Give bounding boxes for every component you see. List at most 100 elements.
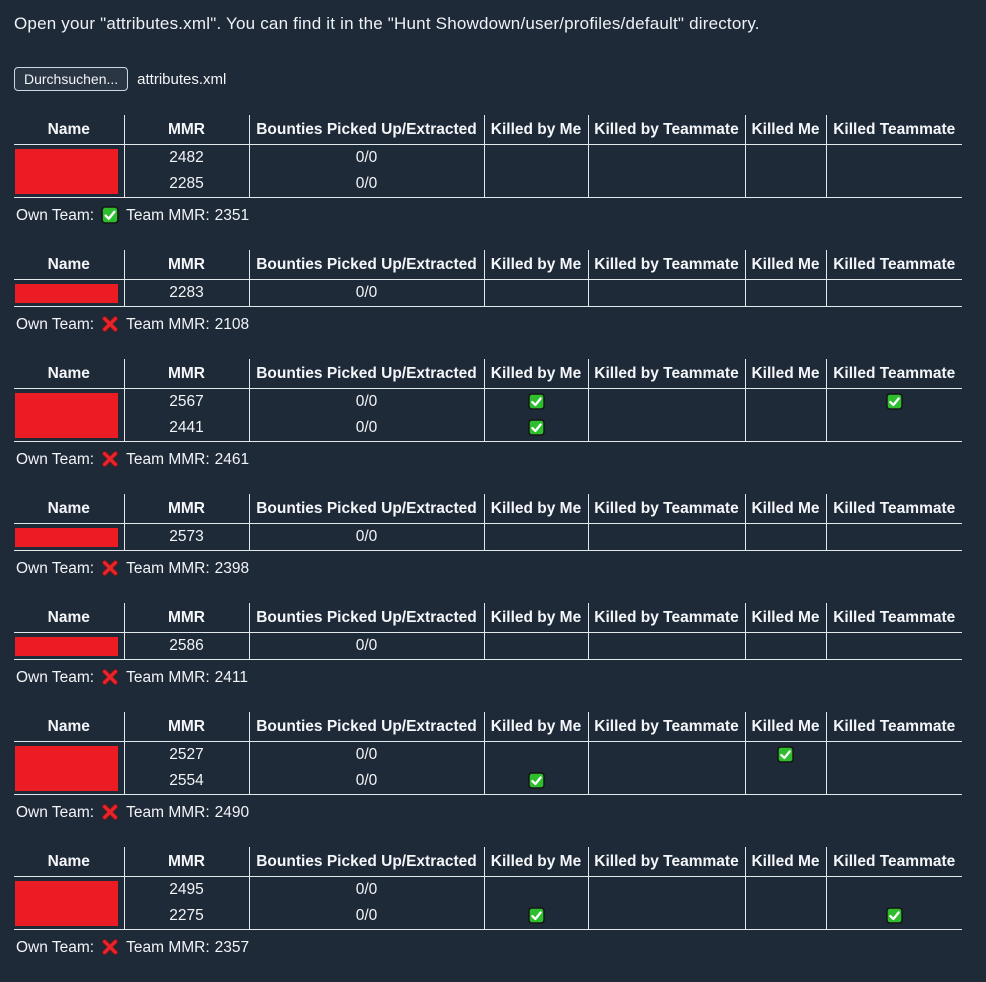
team-mmr-group: Team MMR: 2490 — [126, 804, 249, 822]
killed-by-me-cell — [483, 903, 588, 930]
name-cell — [14, 389, 124, 442]
checkmark-icon — [885, 907, 903, 925]
mmr-cell: 2283 — [123, 279, 249, 307]
column-header-bounties-picked-up-extracted: Bounties Picked Up/Extracted — [248, 603, 484, 633]
table-body: 2567 0/0 2441 0/0 — [14, 388, 962, 442]
bounties-cell: 0/0 — [248, 171, 484, 198]
column-header-killed-by-teammate: Killed by Teammate — [587, 115, 745, 145]
killed-by-me-cell — [483, 144, 588, 171]
killed-by-me-cell — [483, 741, 588, 768]
column-header-mmr: MMR — [123, 359, 249, 389]
player-row: 2283 0/0 — [14, 279, 962, 307]
column-header-killed-by-me: Killed by Me — [483, 712, 588, 742]
team-mmr-value: 2398 — [214, 559, 250, 577]
header-row: Name MMR Bounties Picked Up/Extracted Kille… — [14, 115, 962, 145]
killed-by-teammate-cell — [587, 388, 745, 415]
browse-button[interactable]: Durchsuchen... — [14, 67, 129, 91]
player-row: 2567 0/0 — [14, 388, 962, 438]
checkmark-icon — [527, 907, 545, 925]
column-header-mmr: MMR — [123, 494, 249, 524]
header-row: Name MMR Bounties Picked Up/Extracted Kille… — [14, 712, 962, 742]
column-header-name: Name — [14, 603, 124, 633]
player-row: 2554 0/0 — [14, 768, 962, 795]
column-header-killed-by-teammate: Killed by Teammate — [587, 359, 745, 389]
own-team-line: Own Team: Team MMR: 2108 — [14, 314, 972, 335]
killed-teammate-cell — [825, 523, 962, 551]
team-mmr-label: Team MMR: — [126, 206, 210, 224]
redacted-name — [15, 392, 118, 438]
cross-icon — [101, 938, 119, 956]
column-header-name: Name — [14, 712, 124, 742]
team-table: Name MMR Bounties Picked Up/Extracted Kille… — [14, 603, 962, 660]
column-header-bounties-picked-up-extracted: Bounties Picked Up/Extracted — [248, 494, 484, 524]
team-block-1: Name MMR Bounties Picked Up/Extracted Kille… — [14, 115, 972, 226]
own-team-line: Own Team: Team MMR: 2461 — [14, 449, 972, 470]
column-header-bounties-picked-up-extracted: Bounties Picked Up/Extracted — [248, 712, 484, 742]
team-mmr-group: Team MMR: 2461 — [126, 451, 249, 469]
bounties-cell: 0/0 — [248, 279, 484, 307]
own-team-label: Own Team: — [16, 938, 95, 956]
mmr-cell: 2275 — [123, 903, 249, 930]
column-header-killed-by-me: Killed by Me — [483, 115, 588, 145]
file-input: Durchsuchen... attributes.xml — [14, 67, 972, 91]
redacted-name — [15, 148, 118, 194]
killed-by-teammate-cell — [587, 903, 745, 930]
mmr-cell: 2554 — [123, 768, 249, 795]
column-header-killed-teammate: Killed Teammate — [825, 115, 962, 145]
table-body: 2527 0/0 2554 0/0 — [14, 741, 962, 795]
team-table: Name MMR Bounties Picked Up/Extracted Kille… — [14, 359, 962, 442]
team-block-7: Name MMR Bounties Picked Up/Extracted Kille… — [14, 847, 972, 958]
own-team-label: Own Team: — [16, 450, 95, 468]
killed-by-teammate-cell — [587, 632, 745, 660]
column-header-killed-me: Killed Me — [744, 603, 826, 633]
team-mmr-value: 2411 — [214, 668, 248, 686]
table-body: 2482 0/0 2285 0/0 — [14, 144, 962, 198]
killed-by-me-cell — [483, 632, 588, 660]
killed-teammate-cell — [825, 415, 962, 442]
team-block-3: Name MMR Bounties Picked Up/Extracted Kille… — [14, 359, 972, 470]
header-row: Name MMR Bounties Picked Up/Extracted Kille… — [14, 359, 962, 389]
checkmark-icon — [885, 393, 903, 411]
own-team-label: Own Team: — [16, 559, 95, 577]
header-row: Name MMR Bounties Picked Up/Extracted Kille… — [14, 494, 962, 524]
header-row: Name MMR Bounties Picked Up/Extracted Kille… — [14, 847, 962, 877]
killed-teammate-cell — [825, 768, 962, 795]
team-block-2: Name MMR Bounties Picked Up/Extracted Kille… — [14, 250, 972, 335]
mmr-cell: 2285 — [123, 171, 249, 198]
checkmark-icon — [777, 746, 794, 764]
bounties-cell: 0/0 — [248, 632, 484, 660]
team-mmr-value: 2490 — [214, 803, 250, 821]
checkmark-icon — [527, 393, 545, 411]
killed-teammate-cell — [825, 632, 962, 660]
instruction-text: Open your "attributes.xml". You can find… — [14, 14, 760, 33]
killed-teammate-cell — [825, 279, 962, 307]
redacted-name — [15, 283, 118, 303]
own-team-label: Own Team: — [16, 315, 95, 333]
column-header-name: Name — [14, 115, 124, 145]
team-table: Name MMR Bounties Picked Up/Extracted Kille… — [14, 250, 962, 307]
page: Open your "attributes.xml". You can find… — [14, 14, 972, 958]
column-header-name: Name — [14, 494, 124, 524]
mmr-cell: 2527 — [123, 741, 249, 768]
killed-by-me-cell — [483, 523, 588, 551]
player-row: 2275 0/0 — [14, 903, 962, 930]
column-header-killed-by-me: Killed by Me — [483, 603, 588, 633]
killed-teammate-cell — [825, 903, 962, 930]
bounties-cell: 0/0 — [248, 144, 484, 171]
killed-me-cell — [744, 279, 826, 307]
cross-icon — [101, 559, 119, 577]
own-team-label: Own Team: — [16, 668, 95, 686]
team-mmr-value: 2351 — [214, 206, 250, 224]
column-header-killed-by-teammate: Killed by Teammate — [587, 494, 745, 524]
header-row: Name MMR Bounties Picked Up/Extracted Kille… — [14, 603, 962, 633]
redacted-name — [15, 745, 118, 791]
killed-by-me-cell — [483, 876, 588, 903]
column-header-killed-me: Killed Me — [744, 115, 826, 145]
cross-icon — [101, 803, 119, 821]
team-block-4: Name MMR Bounties Picked Up/Extracted Kille… — [14, 494, 972, 579]
column-header-bounties-picked-up-extracted: Bounties Picked Up/Extracted — [248, 359, 484, 389]
redacted-name — [15, 880, 118, 926]
checkmark-icon — [527, 772, 545, 790]
name-cell — [14, 877, 124, 930]
team-table: Name MMR Bounties Picked Up/Extracted Kille… — [14, 494, 962, 551]
